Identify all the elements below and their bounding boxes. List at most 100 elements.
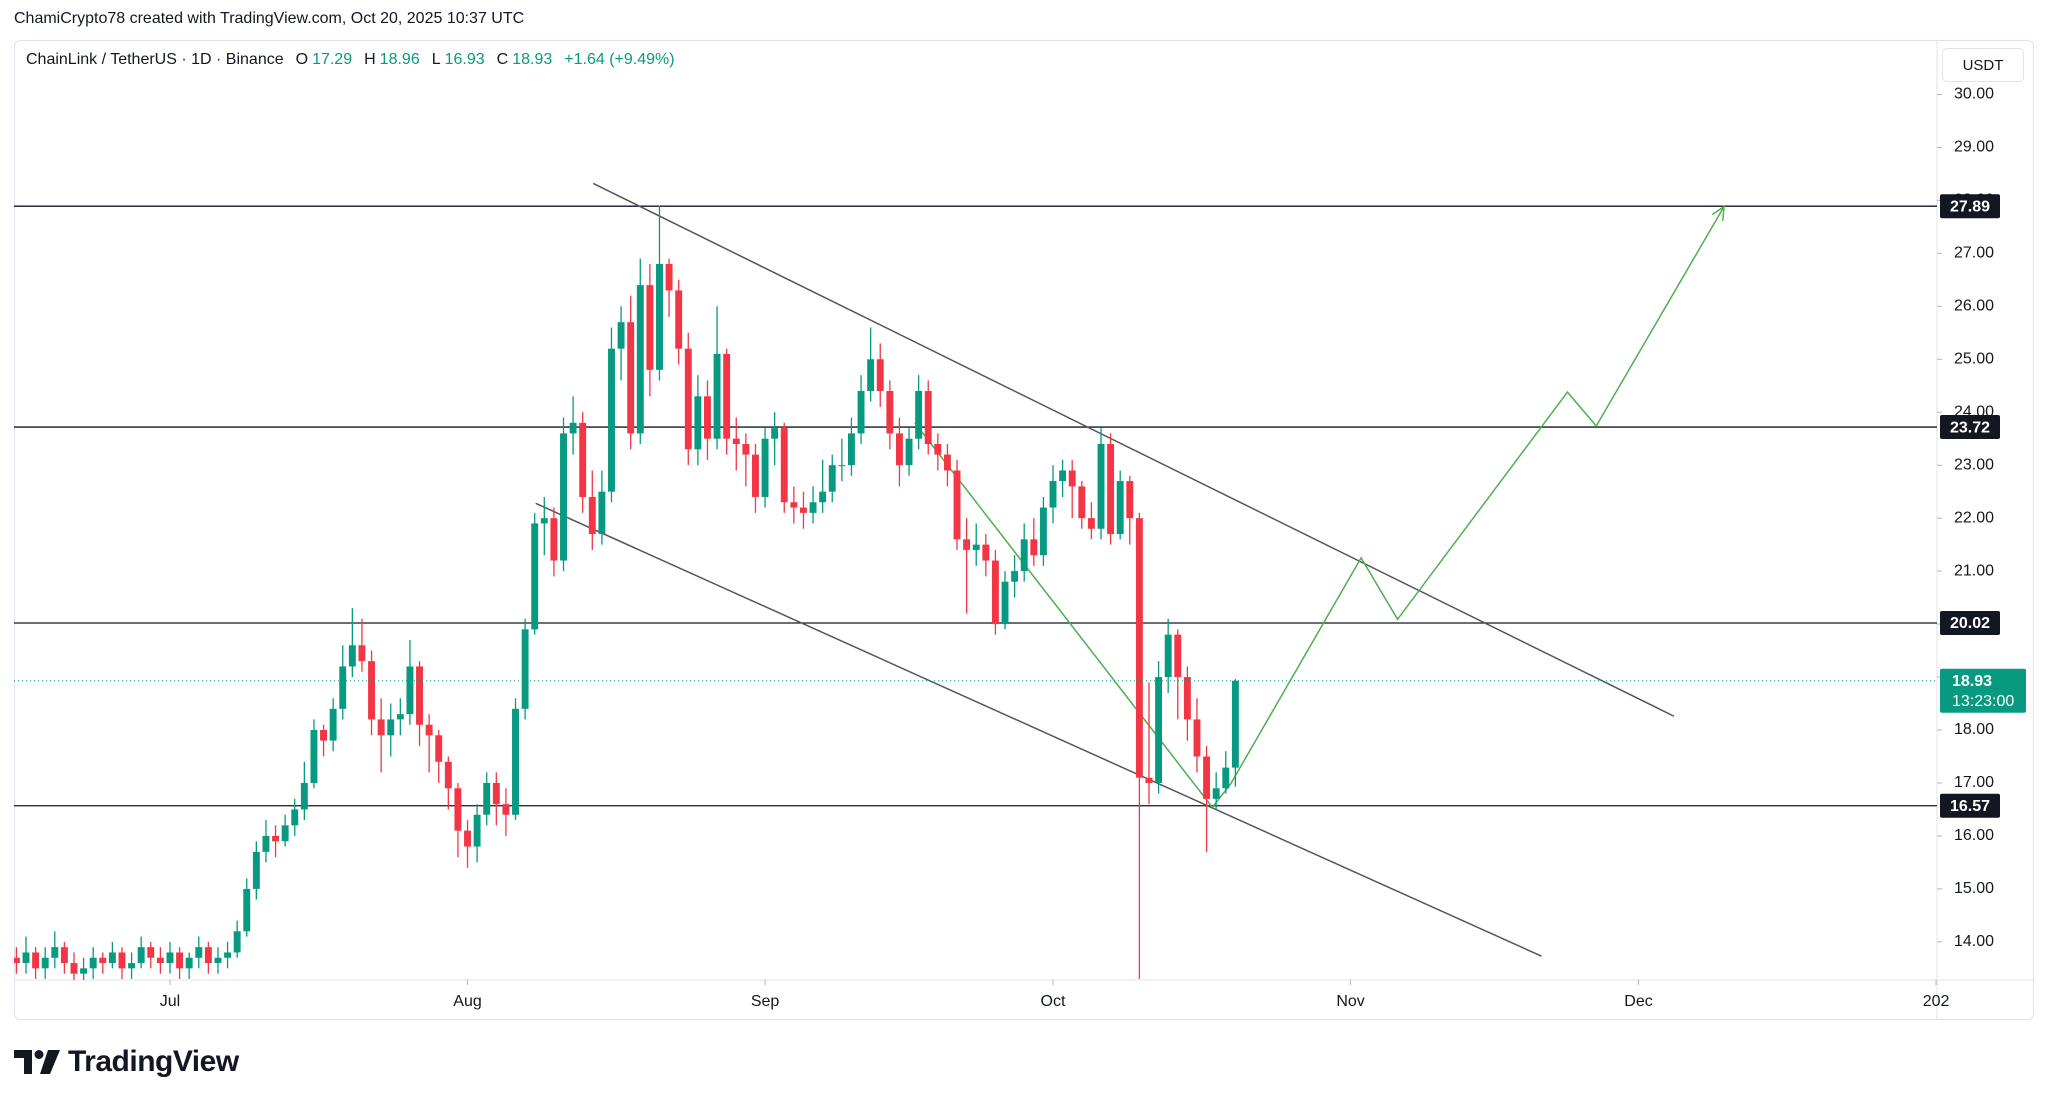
candle-body	[915, 391, 923, 439]
candle-body	[358, 645, 366, 662]
drawing-line	[914, 422, 1213, 808]
drawing-line	[592, 182, 1675, 717]
candle-body	[819, 491, 827, 503]
candle-body	[60, 947, 68, 964]
candle-body	[1145, 777, 1153, 783]
candle-body	[89, 957, 97, 969]
candle-body	[416, 666, 423, 725]
watermark: ChamiCrypto78 created with TradingView.c…	[14, 10, 525, 27]
candle-body	[713, 353, 721, 439]
candle-body	[560, 433, 567, 561]
candle-body	[569, 422, 577, 434]
candle-body	[377, 719, 385, 736]
symbol: ChainLink / TetherUS · 1D · Binance	[26, 51, 284, 68]
candle-body	[272, 835, 280, 842]
candle-body	[14, 957, 20, 964]
candle-body	[252, 851, 260, 889]
candle-body	[550, 518, 558, 561]
legend-label: O	[295, 51, 309, 68]
candle-body	[108, 952, 116, 964]
candle-body	[876, 359, 884, 392]
candle-body	[857, 391, 865, 434]
candle-body	[771, 428, 779, 439]
candle-body	[608, 348, 615, 492]
x-tick-label: Sep	[751, 993, 780, 1010]
candle-body	[195, 947, 203, 958]
y-tick-label: 16.00	[1954, 827, 1994, 844]
candle-body	[1001, 581, 1009, 625]
legend-label: H	[364, 51, 376, 68]
candle-body	[636, 285, 644, 434]
candle-body	[1193, 719, 1201, 757]
candle-body	[425, 724, 433, 736]
candle-body	[137, 947, 145, 964]
x-tick-label: Nov	[1336, 993, 1364, 1010]
candle-body	[540, 518, 548, 524]
y-tick-label: 18.00	[1954, 721, 1994, 738]
candle-body	[368, 661, 375, 720]
candle-body	[502, 804, 510, 815]
candle-body	[387, 719, 395, 736]
x-tick-label: Aug	[453, 993, 481, 1010]
candle-body	[281, 825, 289, 842]
candle-body	[176, 952, 184, 969]
x-tick-label: Oct	[1041, 993, 1066, 1010]
candle-body	[1174, 634, 1182, 678]
candle-body	[1212, 788, 1220, 799]
candle-body	[1087, 518, 1095, 529]
candle-body	[348, 645, 356, 667]
legend: ChainLink / TetherUS · 1D · Binance O 17.…	[26, 51, 683, 69]
candle-body	[828, 465, 836, 492]
currency-button[interactable]: USDT	[1942, 48, 2024, 82]
candle-body	[780, 428, 788, 503]
candle-body	[895, 433, 903, 466]
candle-body	[838, 465, 846, 467]
candle-body	[339, 666, 347, 709]
plot-area	[14, 182, 1937, 980]
candle-body	[1078, 486, 1086, 519]
candle-body	[665, 263, 673, 291]
candle-body	[924, 391, 932, 444]
candle-body	[1107, 444, 1115, 535]
y-tick-label: 15.00	[1954, 880, 1994, 897]
brand-icon	[14, 1050, 60, 1074]
candle-body	[617, 322, 625, 349]
candle-body	[243, 888, 251, 932]
y-tick-label: 29.00	[1954, 139, 1994, 156]
candle-body	[704, 396, 711, 439]
candle-body	[531, 523, 539, 630]
candle-body	[483, 782, 491, 815]
candle-body	[32, 952, 40, 969]
candle-body	[51, 947, 59, 958]
candle-body	[905, 438, 913, 466]
candle-body	[1097, 444, 1105, 529]
candle-body	[291, 809, 299, 826]
candle-body	[809, 502, 817, 513]
x-tick-label: Jul	[160, 993, 180, 1010]
candle-body	[847, 433, 855, 466]
candle-body	[1222, 767, 1230, 789]
candle-body	[1068, 470, 1076, 487]
candle-body	[982, 544, 990, 561]
candle-body	[118, 952, 126, 969]
candle-body	[953, 470, 961, 540]
candle-body	[512, 708, 519, 815]
candle-body	[598, 491, 606, 535]
y-tick-label: 22.00	[1954, 509, 1994, 526]
level-label: 16.57	[1950, 798, 1990, 815]
candle-body	[22, 952, 30, 964]
candle-body	[790, 502, 798, 508]
candle-body	[1049, 481, 1057, 508]
legend-label: C	[496, 51, 509, 68]
candle-body	[742, 444, 750, 455]
candle-body	[224, 952, 232, 958]
y-tick-label: 17.00	[1954, 774, 1994, 791]
candle-body	[166, 952, 174, 964]
candle-body	[675, 290, 683, 349]
last-price-label: 18.93	[1952, 673, 1992, 690]
candle-body	[214, 957, 222, 964]
brand-logo: TradingView	[14, 1045, 239, 1079]
axes: 14.0015.0016.0017.0018.0019.0020.0021.00…	[160, 86, 2026, 1010]
candle-body	[435, 735, 443, 762]
